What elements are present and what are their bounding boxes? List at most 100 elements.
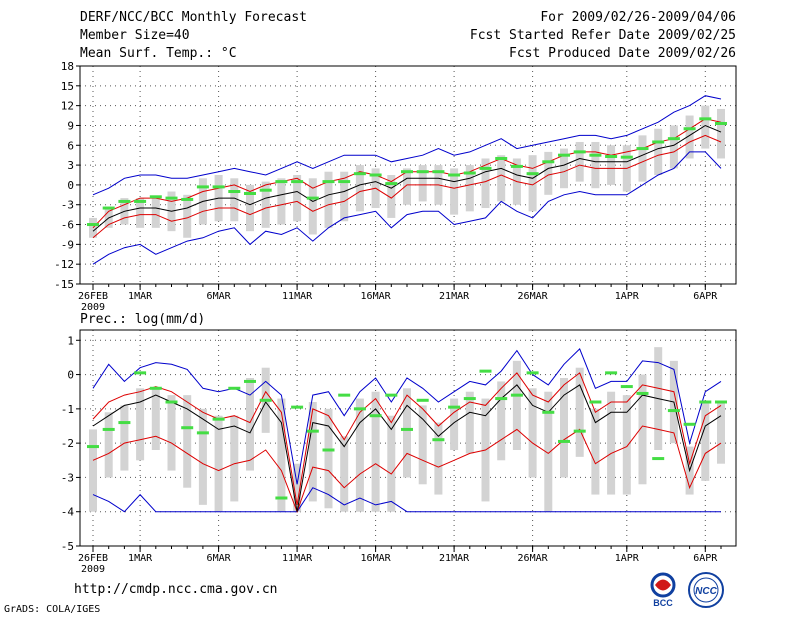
temp-obs-marker <box>134 199 147 203</box>
temp-obs-marker <box>463 171 476 175</box>
temp-obs-marker <box>306 196 319 200</box>
prec-xtick-label: 16MAR <box>361 553 392 564</box>
prec-spread-box <box>230 415 239 502</box>
prec-obs-marker <box>636 391 649 395</box>
prec-ytick-label: 1 <box>67 334 74 347</box>
bcc-logo: BCC <box>650 572 676 608</box>
prec-lower-line <box>92 425 722 514</box>
temp-obs-marker <box>259 188 272 192</box>
temp-obs-marker <box>448 173 461 177</box>
temp-obs-marker <box>196 185 209 189</box>
prec-spread-box <box>167 395 176 471</box>
temp-spread-box <box>246 184 254 232</box>
prec-spread-box <box>717 402 725 464</box>
temp-obs-marker <box>353 172 366 176</box>
refer-date: Fcst Started Refer Date 2009/02/25 <box>469 28 736 43</box>
temp-obs-marker <box>416 170 429 174</box>
temp-spread-box <box>277 178 286 225</box>
temp-obs-marker <box>338 180 351 184</box>
temp-xtick-label: 1MAR <box>128 291 153 302</box>
prec-obs-marker <box>275 496 288 500</box>
temp-obs-marker <box>589 153 602 157</box>
prec-ytick-label: -2 <box>61 437 74 450</box>
temp-spread-box <box>465 165 474 212</box>
prec-obs-marker <box>369 414 382 418</box>
prec-xtick-label: 26FEB <box>78 553 108 564</box>
temp-spread-box <box>403 168 411 205</box>
prec-obs-marker <box>228 386 241 390</box>
prec-ytick-label: -5 <box>61 540 74 553</box>
temp-frame <box>79 65 737 285</box>
temp-spread-box <box>387 175 396 218</box>
prec-xtick-label: 1MAR <box>128 553 153 564</box>
temp-spread-box <box>544 151 553 195</box>
temp-obs-marker <box>620 155 633 159</box>
temp-spread-box <box>669 125 678 169</box>
temp-obs-marker <box>291 180 304 184</box>
temp-obs-marker <box>149 195 162 199</box>
temp-obs-marker <box>401 170 413 174</box>
prec-obs-marker <box>134 371 147 375</box>
prec-min-line <box>92 487 721 513</box>
temp-lower-line <box>92 134 722 239</box>
temp-spread-box <box>638 135 647 182</box>
temp-obs-marker <box>573 150 586 154</box>
prec-spread-box <box>214 415 223 512</box>
prec-obs-marker <box>699 400 712 404</box>
prec-spread-box <box>246 378 254 471</box>
prec-obs-marker <box>542 410 555 414</box>
prec-spread-box <box>560 378 568 478</box>
temp-spread-box <box>308 178 317 235</box>
prec-xtick-label: 26MAR <box>518 553 549 564</box>
prec-obs-marker <box>244 379 256 383</box>
prec-max-line <box>92 348 722 485</box>
prec-obs-marker <box>605 371 618 375</box>
temp-obs-marker <box>542 160 555 164</box>
temp-ytick-label: 18 <box>61 60 74 73</box>
temp-ytick-label: 3 <box>67 159 74 172</box>
temp-obs-marker <box>228 190 241 194</box>
prec-obs-marker <box>165 400 178 404</box>
prec-obs-marker <box>87 445 99 449</box>
prec-panel-title: Prec.: log(mm/d) <box>80 312 205 327</box>
prec-spread-box <box>622 395 631 495</box>
prec-spread-box <box>324 408 333 509</box>
temp-ytick-label: 15 <box>61 80 74 93</box>
prec-spread-box <box>450 398 459 450</box>
prec-spread-box <box>151 388 160 450</box>
temp-spread-box <box>183 194 192 238</box>
prec-xtick-label: 11MAR <box>282 553 313 564</box>
forecast-period: For 2009/02/26-2009/04/06 <box>540 10 736 25</box>
prec-obs-marker <box>181 426 194 430</box>
prec-spread-box <box>607 391 616 495</box>
temp-spread-box <box>355 165 364 212</box>
temp-obs-marker <box>510 164 523 168</box>
footer-url[interactable]: http://cmdp.ncc.cma.gov.cn <box>74 582 278 597</box>
temp-xtick-label: 11MAR <box>282 291 313 302</box>
prec-ytick-label: 0 <box>67 369 74 382</box>
temp-obs-marker <box>683 127 696 131</box>
prec-obs-marker <box>401 427 413 431</box>
temp-xtick-label: 1APR <box>615 291 640 302</box>
temp-spread-box <box>560 148 568 189</box>
temp-obs-marker <box>369 173 382 177</box>
temp-spread-box <box>528 155 537 212</box>
prec-spread-box <box>89 429 97 512</box>
prec-mean-line <box>92 384 722 512</box>
temp-ytick-label: -15 <box>54 278 74 291</box>
temp-ytick-label: -6 <box>61 219 74 232</box>
prec-obs-marker <box>683 422 696 426</box>
temp-obs-marker <box>715 121 727 125</box>
prec-obs-marker <box>353 407 366 411</box>
prec-obs-marker <box>495 397 508 401</box>
prec-obs-marker <box>510 393 523 397</box>
prec-obs-marker <box>463 397 476 401</box>
temp-xtick-label: 26FEB <box>78 291 108 302</box>
prec-spread-box <box>465 391 474 454</box>
temp-obs-marker <box>118 199 131 203</box>
prec-spread-box <box>136 388 145 461</box>
prec-obs-marker <box>589 400 602 404</box>
